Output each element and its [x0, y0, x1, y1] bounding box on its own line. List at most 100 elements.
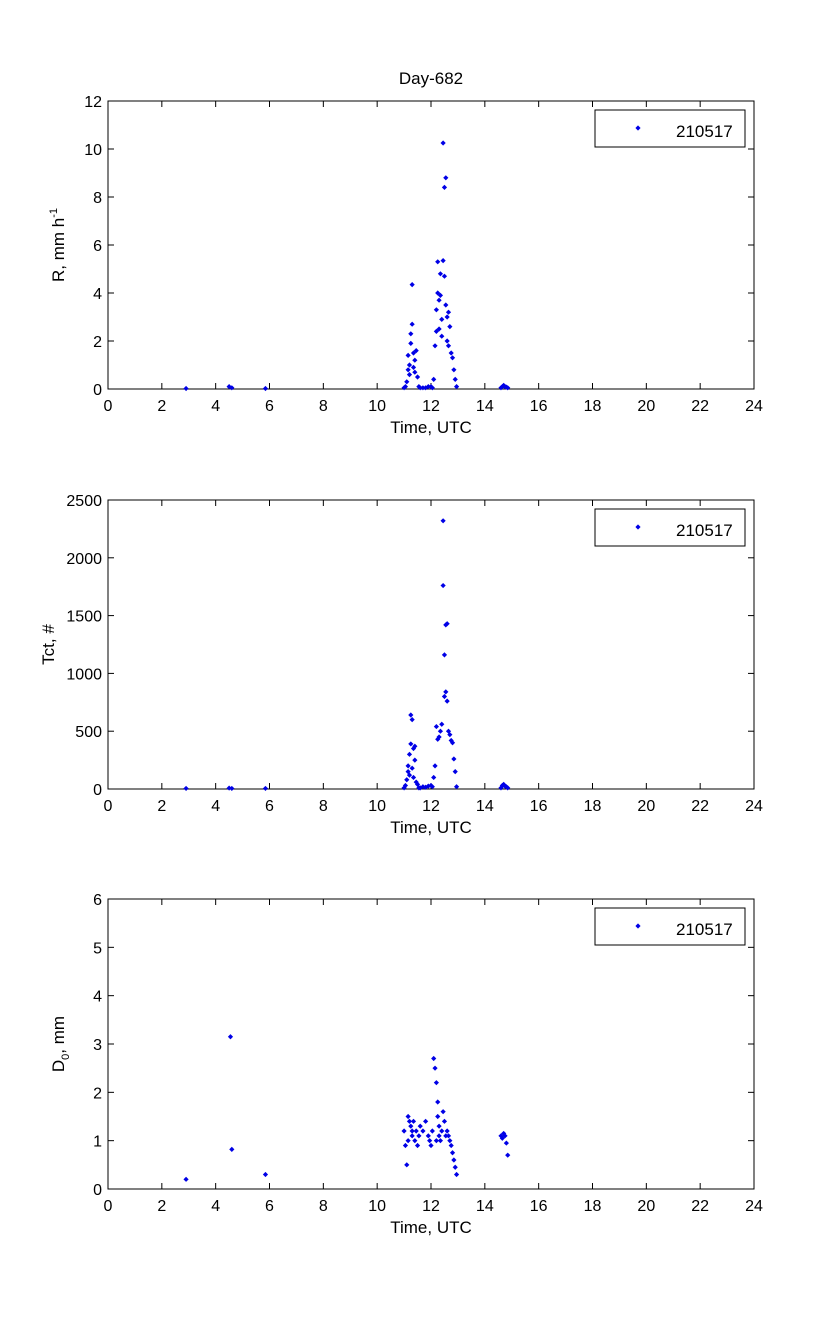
- data-point: [409, 765, 415, 771]
- x-tick-label: 8: [319, 398, 328, 415]
- data-point: [453, 784, 460, 790]
- x-tick-label: 4: [211, 398, 220, 415]
- data-point: [405, 367, 411, 373]
- x-tick-label: 12: [422, 1198, 440, 1215]
- y-tick-label: 6: [93, 892, 102, 909]
- data-point: [447, 1138, 453, 1144]
- y-axis-label: R, mm h-1: [48, 208, 68, 282]
- data-point: [445, 309, 452, 315]
- y-tick-label: 4: [93, 989, 102, 1006]
- x-tick-label: 6: [265, 798, 274, 815]
- data-point: [432, 763, 438, 769]
- y-axis-label: D0, mm: [49, 1016, 72, 1072]
- x-tick-label: 16: [530, 798, 548, 815]
- x-tick-label: 20: [637, 1198, 655, 1215]
- data-point: [402, 384, 409, 390]
- data-point: [412, 369, 418, 375]
- y-tick-label: 10: [84, 142, 102, 159]
- data-point: [429, 385, 435, 391]
- data-point: [505, 385, 511, 391]
- data-point: [439, 1128, 445, 1134]
- data-point: [262, 1171, 269, 1178]
- x-tick-label: 18: [584, 798, 602, 815]
- y-tick-label: 1000: [66, 666, 102, 683]
- data-point: [437, 1138, 444, 1144]
- legend-marker: [635, 923, 641, 929]
- data-point: [417, 385, 423, 391]
- x-axis-label: Time, UTC: [390, 1218, 472, 1237]
- data-point: [408, 331, 414, 337]
- x-axis-label: Time, UTC: [390, 818, 472, 837]
- y-tick-label: 1500: [66, 609, 102, 626]
- data-point: [412, 1138, 418, 1144]
- data-point: [435, 259, 441, 265]
- x-tick-label: 24: [745, 1198, 763, 1215]
- data-point: [444, 1128, 450, 1134]
- data-point: [406, 772, 413, 778]
- y-tick-label: 2: [93, 1085, 102, 1102]
- data-point: [499, 1135, 505, 1141]
- data-point: [413, 779, 419, 785]
- data-point: [229, 1146, 235, 1152]
- x-tick-label: 0: [104, 398, 113, 415]
- data-point: [444, 314, 450, 320]
- data-point: [441, 184, 448, 190]
- data-point: [437, 271, 444, 277]
- data-point: [439, 316, 445, 322]
- data-point: [449, 740, 456, 746]
- data-point: [402, 782, 409, 789]
- legend-label: 210517: [676, 122, 733, 141]
- data-point: [441, 1118, 448, 1124]
- data-point: [444, 698, 450, 704]
- data-point: [445, 728, 452, 734]
- data-point: [443, 302, 449, 308]
- data-point: [440, 140, 446, 146]
- data-point: [428, 1142, 434, 1149]
- data-point: [448, 1142, 454, 1149]
- x-tick-label: 24: [745, 798, 763, 815]
- x-tick-label: 0: [104, 798, 113, 815]
- data-point: [436, 734, 442, 740]
- data-point: [453, 384, 460, 390]
- data-point: [447, 732, 453, 738]
- data-point: [409, 282, 415, 288]
- data-point: [444, 338, 450, 344]
- legend-box: [594, 907, 746, 946]
- data-point: [409, 321, 415, 327]
- x-tick-label: 2: [157, 398, 166, 415]
- chart-title: Day-682: [399, 69, 463, 88]
- data-point: [440, 518, 446, 524]
- data-point: [431, 774, 437, 781]
- y-tick-label: 1: [93, 1134, 102, 1151]
- data-point: [444, 621, 450, 627]
- data-point: [435, 1113, 441, 1120]
- data-point: [439, 333, 445, 339]
- legend-label: 210517: [676, 521, 733, 540]
- data-point: [412, 743, 418, 749]
- data-point: [423, 784, 429, 790]
- y-tick-label: 0: [93, 782, 102, 799]
- data-point: [401, 1128, 407, 1134]
- data-point: [413, 348, 419, 354]
- data-point: [416, 1133, 422, 1139]
- data-point: [440, 258, 446, 264]
- data-point: [229, 785, 235, 792]
- data-point: [429, 1128, 435, 1134]
- data-point: [448, 350, 454, 356]
- data-point: [405, 1113, 411, 1120]
- data-point: [449, 355, 456, 361]
- data-point: [406, 751, 413, 757]
- data-point: [183, 785, 189, 792]
- data-point: [431, 376, 437, 382]
- x-tick-label: 2: [157, 1198, 166, 1215]
- x-tick-label: 6: [265, 1198, 274, 1215]
- data-point: [410, 364, 417, 370]
- data-point: [425, 783, 431, 789]
- data-point: [505, 785, 511, 791]
- x-tick-label: 12: [422, 798, 440, 815]
- data-point: [433, 307, 439, 313]
- x-tick-label: 8: [319, 798, 328, 815]
- data-point: [414, 781, 421, 787]
- data-point: [406, 1118, 413, 1124]
